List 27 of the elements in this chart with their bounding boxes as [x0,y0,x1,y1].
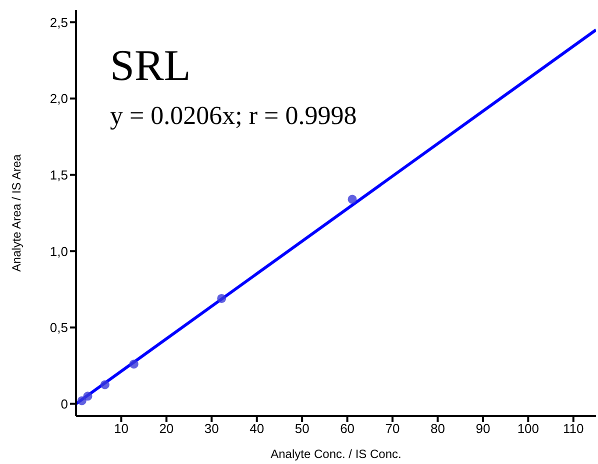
annotation: y = 0.0206x; r = 0.9998 [110,101,357,130]
y-tick-label: 1,5 [50,167,68,182]
point [83,392,92,401]
y-axis-title: Analyte Area / IS Area [9,154,24,272]
point [100,380,110,390]
point [129,360,138,369]
x-tick-label: 110 [563,421,584,436]
x-tick-label: 30 [204,421,219,436]
y-tick-label: 0,5 [50,320,68,336]
x-tick-label: 60 [340,421,355,436]
point [77,396,86,406]
x-tick-label: 10 [114,421,128,436]
point [217,294,226,303]
x-tick-label: 70 [385,421,400,436]
x-tick-label: 80 [430,421,445,436]
x-tick-label: 20 [159,421,174,436]
x-tick-label: 40 [250,421,264,436]
x-axis-title: Analyte Conc. / IS Conc. [270,447,402,461]
x-tick-label: 100 [517,421,540,436]
x-tick-label: 90 [476,421,490,436]
point [348,194,357,204]
y-tick-label: 2,5 [50,14,68,30]
y-tick-label: 0 [60,396,68,412]
y-tick-label: 1,0 [50,244,68,259]
x-tick-label: 50 [294,421,310,436]
annotation: SRL [110,41,191,90]
y-tick-label: 2,0 [50,91,68,106]
